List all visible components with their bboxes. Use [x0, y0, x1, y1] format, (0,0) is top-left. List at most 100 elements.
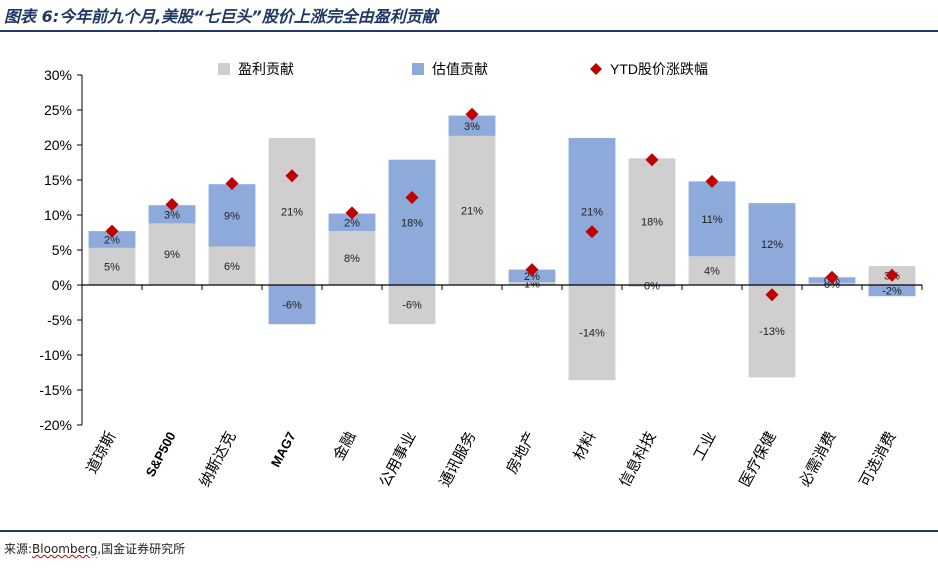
earnings-bar	[268, 138, 316, 285]
x-category-label: 房地产	[503, 429, 539, 477]
valuation-bar-label: 0%	[644, 281, 660, 293]
ytd-marker	[825, 270, 839, 284]
earnings-bar-label: -6%	[402, 300, 422, 312]
ytd-marker	[765, 288, 779, 302]
legend-label: YTD股价涨跌幅	[610, 61, 708, 77]
ytd-marker	[165, 198, 179, 211]
earnings-bar	[628, 158, 676, 285]
valuation-bar	[628, 285, 676, 287]
legend-swatch	[412, 63, 424, 75]
y-tick-label: -10%	[39, 347, 72, 363]
valuation-bar	[148, 205, 196, 224]
valuation-bar-label: 2%	[104, 235, 120, 247]
y-tick-label: -15%	[39, 382, 72, 398]
x-category-label: 通讯服务	[436, 429, 479, 490]
title-rule	[0, 30, 938, 32]
valuation-bar	[748, 203, 796, 285]
earnings-bar	[88, 247, 136, 285]
valuation-bar	[268, 285, 316, 325]
source-rule	[0, 530, 938, 532]
y-tick-label: 0%	[52, 277, 72, 293]
earnings-bar	[328, 231, 376, 285]
y-tick-label: 25%	[44, 102, 72, 118]
ytd-marker	[645, 153, 659, 167]
legend-swatch	[218, 63, 230, 75]
y-tick-label: 10%	[44, 207, 72, 223]
source-note: 来源:Bloomberg,国金证券研究所	[4, 540, 185, 557]
source-prefix: 来源:	[4, 542, 33, 556]
valuation-bar-label: 2%	[524, 271, 540, 283]
ytd-marker	[105, 224, 119, 238]
earnings-bar-label: 6%	[224, 261, 240, 273]
ytd-marker	[285, 169, 299, 183]
source-brand: Bloomberg	[32, 542, 98, 556]
ytd-marker	[585, 225, 599, 239]
earnings-bar	[508, 282, 556, 285]
x-category-label: 可选消费	[856, 429, 899, 490]
x-category-label: 材料	[570, 429, 599, 463]
earnings-bar-label: 18%	[641, 217, 663, 229]
earnings-bar-label: 21%	[461, 205, 483, 217]
valuation-bar-label: 12%	[761, 239, 783, 251]
figure-title: 图表 6:今年前九个月,美股“七巨头”股价上涨完全由盈利贡献	[4, 7, 438, 26]
x-category-label: 信息科技	[616, 429, 659, 490]
valuation-bar-label: -6%	[282, 300, 302, 312]
ytd-marker	[405, 191, 419, 204]
y-tick-label: 20%	[44, 137, 72, 153]
x-category-label: 纳斯达克	[196, 429, 239, 490]
earnings-bar-label: -14%	[579, 328, 605, 340]
y-tick-label: 15%	[44, 172, 72, 188]
valuation-bar-label: 3%	[464, 121, 480, 133]
x-category-label: 必需消费	[796, 429, 839, 490]
earnings-bar	[448, 135, 496, 285]
earnings-bar	[568, 285, 616, 381]
ytd-marker	[885, 268, 899, 282]
valuation-bar	[568, 138, 616, 285]
earnings-bar-label: 5%	[104, 261, 120, 273]
x-category-label: 金融	[330, 429, 359, 463]
x-category-label: 道琼斯	[83, 429, 119, 477]
valuation-bar-label: 18%	[401, 217, 423, 229]
x-category-label: MAG7	[268, 429, 299, 469]
earnings-bar-label: 9%	[164, 249, 180, 261]
earnings-bar	[208, 246, 256, 285]
x-category-label: 公用事业	[376, 429, 419, 490]
earnings-bar-label: -13%	[759, 326, 785, 338]
earnings-bar	[388, 285, 436, 325]
y-tick-label: -5%	[47, 312, 72, 328]
x-category-label: S&P500	[143, 429, 179, 479]
source-suffix: ,国金证券研究所	[97, 542, 186, 556]
ytd-marker	[465, 107, 479, 121]
valuation-bar-label: 11%	[701, 214, 722, 226]
ytd-marker	[345, 206, 359, 220]
valuation-bar-label: -2%	[882, 286, 902, 298]
ytd-marker	[525, 263, 539, 277]
valuation-bar	[88, 231, 136, 248]
stacked-bar-chart: -20% -15% -10% -5% 0% 5% 10% 15% 20% 25% 30% 5% 2% 9%…	[39, 61, 923, 490]
legend-label: 盈利贡献	[238, 61, 294, 77]
earnings-bar-label: 8%	[344, 253, 360, 265]
valuation-bar	[328, 213, 376, 232]
valuation-bar	[388, 159, 436, 285]
valuation-bar	[868, 285, 916, 297]
valuation-bar-label: 2%	[344, 217, 360, 229]
valuation-bar	[448, 115, 496, 136]
earnings-bar-label: 4%	[704, 266, 720, 278]
valuation-bar	[208, 184, 256, 247]
ytd-marker	[225, 177, 239, 190]
valuation-bar	[688, 181, 736, 257]
ytd-marker	[705, 174, 719, 188]
y-tick-label: 30%	[44, 67, 72, 83]
earnings-bar	[688, 256, 736, 285]
valuation-bar-label: 21%	[581, 207, 603, 219]
earnings-bar	[148, 223, 196, 285]
earnings-bar	[808, 282, 856, 285]
earnings-bar-label: 21%	[281, 207, 303, 219]
y-tick-label: -20%	[39, 417, 72, 433]
y-tick-label: 5%	[52, 242, 72, 258]
x-category-label: 工业	[690, 429, 719, 463]
legend-label: 估值贡献	[432, 61, 488, 77]
legend-swatch	[590, 63, 602, 75]
valuation-bar-label: 3%	[164, 209, 180, 221]
valuation-bar-label: 9%	[224, 210, 240, 222]
